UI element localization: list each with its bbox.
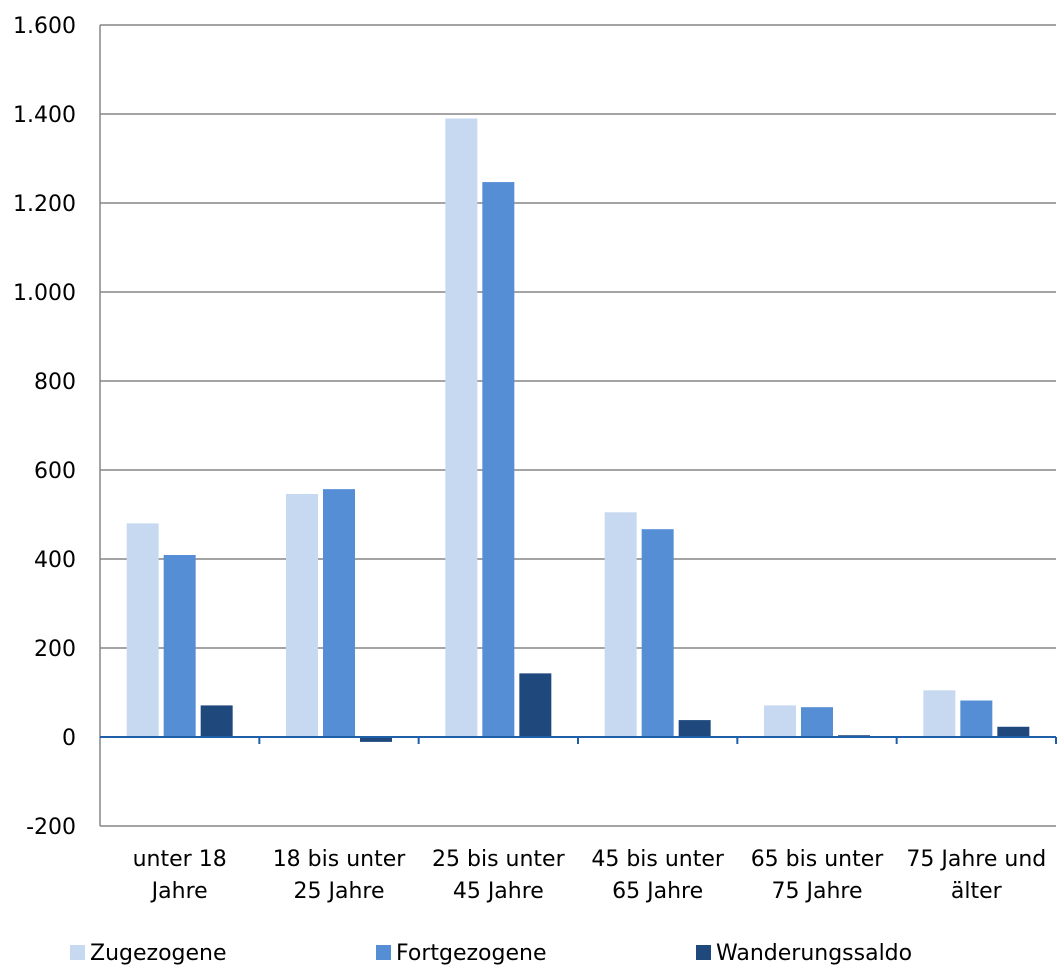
legend-swatch: [70, 945, 85, 960]
bar-wanderungssaldo: [360, 737, 392, 742]
bar-zugezogene: [286, 494, 318, 737]
category-label: 65 bis unter: [751, 847, 885, 872]
y-tick-label: 1.600: [13, 14, 76, 39]
legend-label: Fortgezogene: [396, 941, 547, 966]
y-tick-label: 0: [62, 726, 76, 751]
category-label: 45 Jahre: [453, 879, 544, 904]
category-label: 45 bis unter: [591, 847, 725, 872]
category-label: 65 Jahre: [612, 879, 703, 904]
legend-swatch: [696, 945, 711, 960]
legend-swatch: [376, 945, 391, 960]
bar-wanderungssaldo: [678, 720, 711, 737]
bar-zugezogene: [445, 118, 478, 737]
y-tick-label: 400: [34, 548, 76, 573]
bar-fortgezogene: [482, 182, 515, 737]
bar-zugezogene: [923, 690, 956, 737]
legend-label: Zugezogene: [90, 941, 227, 966]
category-label: unter 18: [133, 847, 227, 872]
bar-zugezogene: [764, 705, 796, 737]
category-label: Jahre: [150, 879, 208, 904]
y-tick-label: 200: [34, 637, 76, 662]
y-tick-label: 600: [34, 459, 76, 484]
bar-zugezogene: [126, 523, 159, 737]
y-tick-label: 1.200: [13, 192, 76, 217]
bar-fortgezogene: [163, 554, 196, 737]
bar-fortgezogene: [960, 700, 993, 737]
bar-wanderungssaldo: [200, 705, 233, 737]
y-tick-label: -200: [26, 815, 76, 840]
y-tick-label: 1.000: [13, 281, 76, 306]
category-label: älter: [951, 879, 1003, 904]
category-label: 75 Jahre: [772, 879, 863, 904]
bar-fortgezogene: [801, 707, 833, 737]
bar-zugezogene: [604, 512, 637, 737]
y-tick-label: 1.400: [13, 103, 76, 128]
category-label: 25 bis unter: [432, 847, 566, 872]
category-label: 18 bis unter: [273, 847, 407, 872]
bar-fortgezogene: [641, 529, 674, 737]
bar-wanderungssaldo: [519, 673, 552, 737]
legend-label: Wanderungssaldo: [716, 941, 912, 966]
y-tick-label: 800: [34, 370, 76, 395]
bar-fortgezogene: [323, 489, 355, 737]
category-label: 25 Jahre: [294, 879, 385, 904]
category-label: 75 Jahre und: [906, 847, 1046, 872]
bar-wanderungssaldo: [997, 726, 1030, 737]
